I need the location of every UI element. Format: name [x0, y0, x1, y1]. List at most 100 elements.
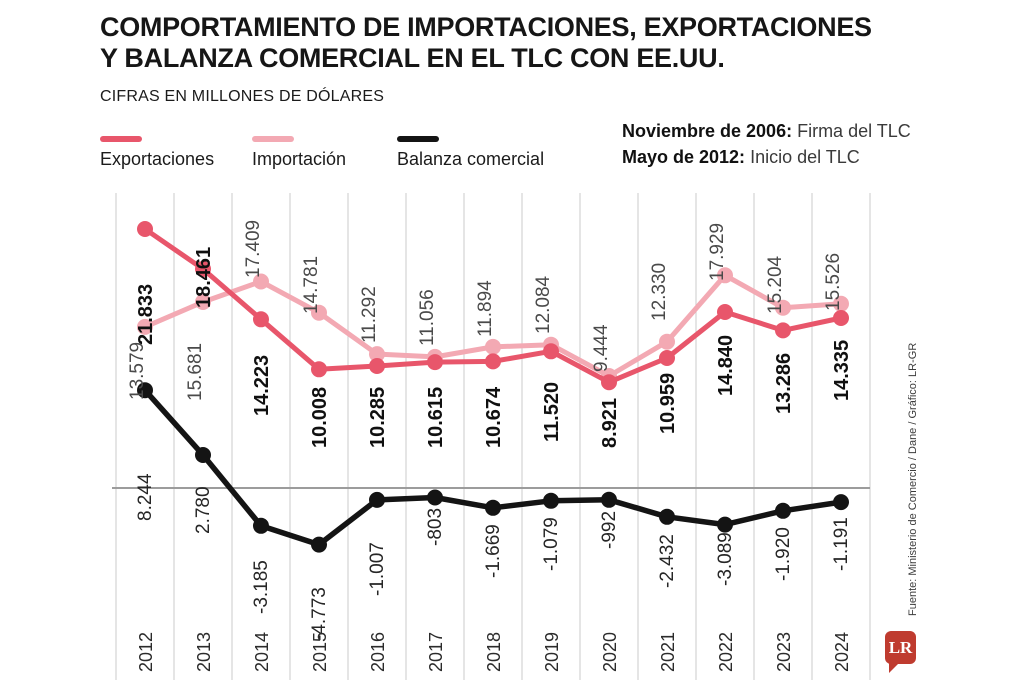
year-label-2019: 2019 [542, 632, 562, 672]
data-point-importacion-2015 [311, 304, 327, 321]
data-point-exportaciones-2019 [543, 343, 559, 360]
annotation-2-bold: Mayo de 2012: [622, 147, 746, 167]
data-point-importacion-2023 [775, 299, 791, 316]
value-label-importacion-2014: 17.409 [243, 220, 264, 278]
value-label-importacion-2024: 15.526 [823, 253, 844, 311]
data-point-exportaciones-2017 [427, 354, 443, 371]
title-line-1: COMPORTAMIENTO DE IMPORTACIONES, EXPORTA… [100, 12, 872, 42]
value-label-importacion-2023: 15.204 [765, 255, 786, 314]
legend-label-exportaciones: Exportaciones [100, 149, 215, 169]
data-point-exportaciones-2015 [311, 361, 327, 378]
value-label-exportaciones-2014: 14.223 [251, 355, 273, 416]
data-point-importacion-2013 [195, 294, 211, 310]
data-point-exportaciones-2020 [601, 374, 617, 391]
data-point-balanza-2020 [601, 491, 617, 508]
data-point-importacion-2021 [659, 333, 675, 350]
value-label-balanza-2013: 2.780 [193, 486, 214, 534]
value-label-balanza-2018: -1.669 [483, 524, 504, 578]
data-point-importacion-2016 [369, 346, 385, 363]
data-point-balanza-2022 [717, 516, 733, 533]
tlc-annotation: Noviembre de 2006: Firma del TLC Mayo de… [622, 118, 911, 170]
data-point-balanza-2024 [833, 494, 849, 511]
year-label-2024: 2024 [832, 632, 852, 672]
data-point-exportaciones-2016 [369, 358, 385, 374]
value-label-importacion-2017: 11.056 [417, 289, 438, 346]
year-label-2014: 2014 [252, 632, 272, 672]
legend-item-exportaciones: Exportaciones [100, 136, 214, 170]
value-label-importacion-2022: 17.929 [707, 223, 728, 281]
data-point-balanza-2015 [311, 536, 327, 553]
value-label-balanza-2023: -1.920 [773, 527, 794, 581]
year-label-2018: 2018 [484, 632, 504, 672]
annotation-2-text: Inicio del TLC [745, 147, 860, 167]
value-label-exportaciones-2016: 10.285 [367, 387, 389, 448]
data-point-exportaciones-2021 [659, 350, 675, 366]
value-label-balanza-2012: 8.244 [135, 473, 156, 521]
data-point-balanza-2021 [659, 508, 675, 525]
year-label-2022: 2022 [716, 632, 736, 672]
year-label-2023: 2023 [774, 632, 794, 672]
chart-subtitle: CIFRAS EN MILLONES DE DÓLARES [100, 88, 385, 105]
data-point-importacion-2024 [833, 295, 849, 312]
year-label-2016: 2016 [368, 632, 388, 672]
data-point-balanza-2014 [253, 517, 269, 534]
value-label-importacion-2012: 13.579 [127, 342, 148, 400]
value-label-importacion-2016: 11.292 [359, 286, 380, 343]
value-label-exportaciones-2013: 18.461 [193, 247, 215, 308]
data-point-importacion-2012 [137, 318, 153, 335]
legend-label-balanza: Balanza comercial [397, 149, 545, 169]
year-label-2021: 2021 [658, 632, 678, 672]
data-point-balanza-2017 [427, 489, 443, 506]
value-label-importacion-2019: 12.084 [533, 275, 554, 334]
data-point-balanza-2012 [137, 382, 153, 399]
data-point-balanza-2019 [543, 492, 559, 509]
year-label-2020: 2020 [600, 632, 620, 672]
data-point-exportaciones-2022 [717, 304, 733, 320]
data-point-importacion-2014 [253, 273, 269, 290]
data-point-exportaciones-2018 [485, 353, 501, 370]
legend-label-importacion: Importación [252, 149, 347, 169]
value-label-balanza-2014: -3.185 [251, 560, 272, 614]
annotation-1-bold: Noviembre de 2006: [622, 121, 793, 141]
value-label-balanza-2016: -1.007 [367, 542, 388, 596]
source-credit: Fuente: Ministerio de Comercio / Dane / … [907, 342, 919, 616]
annotation-line-2: Mayo de 2012: Inicio del TLC [622, 144, 911, 170]
title-line-2: Y BALANZA COMERCIAL EN EL TLC CON EE.UU. [100, 43, 725, 73]
value-label-exportaciones-2017: 10.615 [425, 387, 447, 448]
lr-logo-tail-icon [889, 662, 900, 673]
data-point-balanza-2018 [485, 499, 501, 516]
value-label-balanza-2020: -992 [599, 511, 620, 549]
value-label-exportaciones-2012: 21.833 [135, 284, 157, 345]
year-label-2015: 2015 [310, 632, 330, 672]
value-label-balanza-2015: -4.773 [309, 587, 330, 641]
legend-item-balanza: Balanza comercial [397, 136, 544, 170]
value-label-importacion-2020: 9.444 [591, 324, 612, 372]
data-point-importacion-2018 [485, 338, 501, 355]
value-label-exportaciones-2024: 14.335 [831, 340, 853, 401]
value-label-exportaciones-2020: 8.921 [599, 398, 621, 448]
value-label-balanza-2019: -1.079 [541, 517, 562, 571]
value-label-importacion-2015: 14.781 [301, 256, 322, 314]
data-point-balanza-2016 [369, 491, 385, 508]
year-label-2017: 2017 [426, 632, 446, 672]
value-label-exportaciones-2023: 13.286 [773, 353, 795, 414]
value-label-importacion-2021: 12.330 [649, 263, 670, 321]
value-label-exportaciones-2015: 10.008 [309, 387, 331, 448]
value-label-exportaciones-2018: 10.674 [483, 386, 505, 448]
page-title: COMPORTAMIENTO DE IMPORTACIONES, EXPORTA… [100, 12, 960, 74]
data-point-balanza-2023 [775, 502, 791, 519]
data-point-exportaciones-2013 [195, 261, 211, 277]
value-label-importacion-2013: 15.681 [185, 343, 206, 401]
year-label-2012: 2012 [136, 632, 156, 672]
value-label-importacion-2018: 11.894 [475, 280, 496, 337]
value-label-exportaciones-2022: 14.840 [715, 335, 737, 396]
data-point-balanza-2013 [195, 447, 211, 463]
annotation-1-text: Firma del TLC [792, 121, 911, 141]
lr-logo: LR [885, 631, 916, 664]
annotation-line-1: Noviembre de 2006: Firma del TLC [622, 118, 911, 144]
value-label-balanza-2024: -1.191 [831, 517, 852, 571]
legend-swatch-importacion [252, 136, 294, 142]
legend-swatch-exportaciones [100, 136, 142, 142]
